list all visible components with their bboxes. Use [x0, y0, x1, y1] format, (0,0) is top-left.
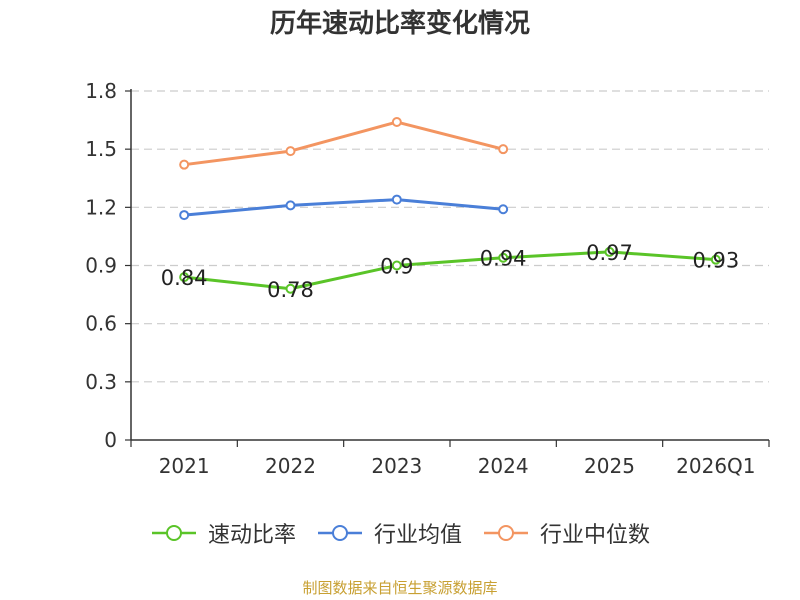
legend-label: 行业均值 [373, 523, 462, 548]
y-tick-label: 1.5 [85, 137, 117, 161]
data-label: 0.94 [480, 247, 527, 271]
y-tick-label: 1.2 [85, 195, 117, 219]
data-point [604, 246, 615, 257]
x-tick-label: 2025 [584, 454, 635, 478]
x-tick-label: 2021 [159, 454, 210, 478]
data-point [179, 210, 190, 221]
data-point [710, 254, 721, 265]
data-label: 0.93 [692, 249, 739, 273]
legend-marker [498, 525, 514, 541]
legend-label: 速动比率 [207, 523, 296, 548]
legend-item-industry-median[interactable]: 行业中位数 [482, 517, 650, 549]
data-label: 0.78 [267, 278, 314, 302]
legend-line-marker-icon [317, 525, 362, 541]
y-tick-label: 0.9 [85, 254, 117, 278]
data-point [498, 204, 509, 215]
series-line [184, 250, 716, 291]
data-point [179, 272, 190, 283]
legend-item-quick-ratio[interactable]: 速动比率 [150, 517, 296, 549]
data-point [391, 117, 402, 128]
data-point [285, 200, 296, 211]
data-label: 0.97 [586, 241, 633, 265]
series-line [184, 198, 504, 217]
legend-marker [331, 525, 348, 541]
x-tick-label: 2026Q1 [676, 454, 755, 478]
data-point [179, 159, 190, 170]
data-point [498, 144, 509, 155]
x-tick-label: 2024 [478, 454, 529, 478]
chart-legend: 速动比率 行业均值 行业中位数 [0, 517, 800, 549]
data-label: 0.9 [380, 255, 413, 279]
data-point [285, 146, 296, 157]
y-tick-label: 0.3 [85, 370, 117, 394]
data-point [285, 283, 296, 294]
legend-line-marker-icon [151, 525, 196, 541]
data-label: 0.84 [161, 266, 208, 290]
data-point [391, 194, 402, 205]
x-tick-label: 2022 [265, 454, 316, 478]
data-point [498, 252, 509, 263]
legend-label: 行业中位数 [540, 523, 651, 548]
x-tick-label: 2023 [371, 454, 422, 478]
chart-title: 历年速动比率变化情况 [269, 9, 530, 39]
series-line [183, 120, 504, 167]
legend-item-industry-mean[interactable]: 行业均值 [316, 517, 462, 549]
data-point [391, 260, 402, 271]
y-tick-label: 0 [104, 428, 117, 452]
y-tick-label: 0.6 [85, 312, 117, 336]
y-tick-label: 1.8 [85, 79, 117, 103]
legend-marker [165, 525, 182, 541]
source-note: 制图数据来自恒生聚源数据库 [302, 579, 498, 597]
legend-line-marker-icon [484, 525, 528, 541]
